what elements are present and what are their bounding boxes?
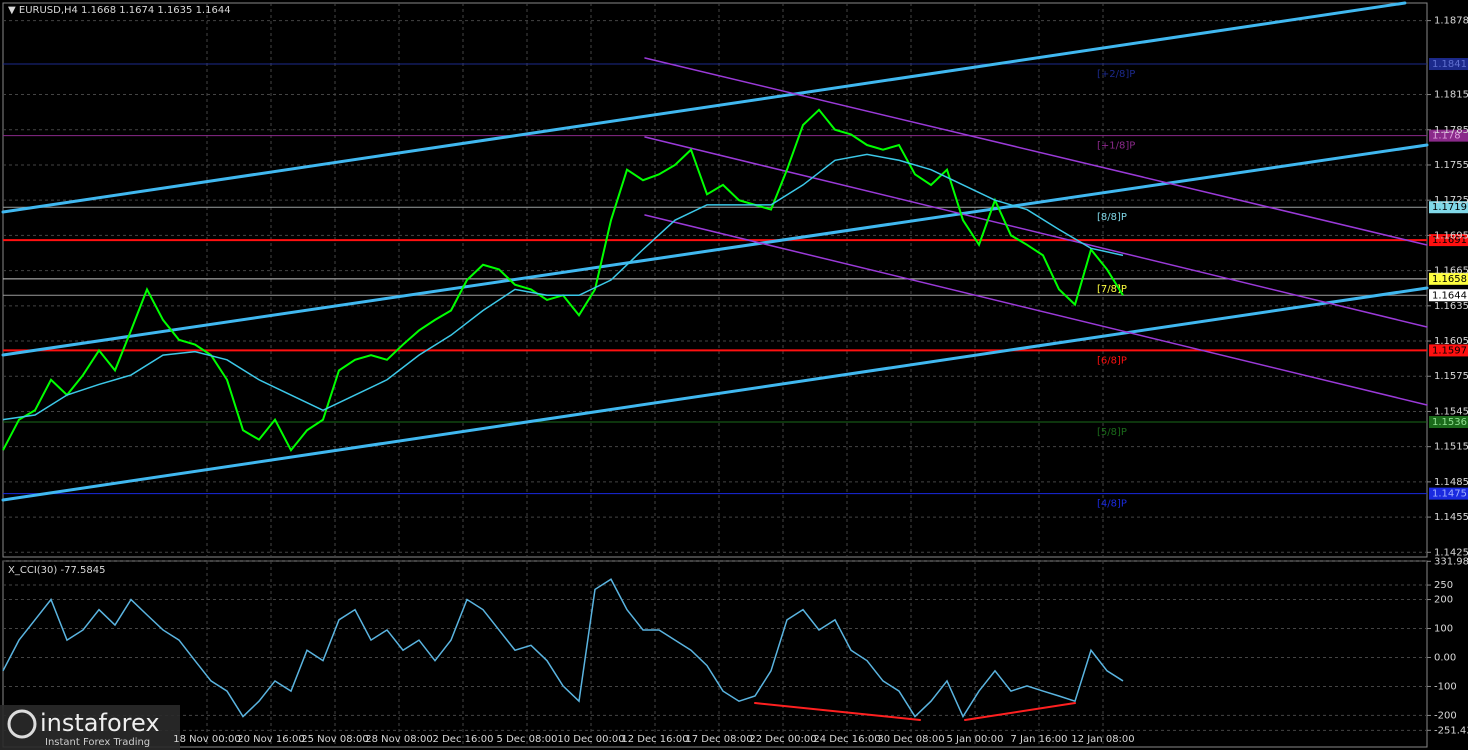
y-tick-label: -100 xyxy=(1434,681,1457,692)
y-tick-label: 1.1455 xyxy=(1434,512,1468,523)
y-tick-label: 1.1755 xyxy=(1434,160,1468,171)
grid xyxy=(3,3,1427,747)
price-box xyxy=(1429,201,1468,214)
channel-line xyxy=(1,1,1407,214)
cci-frame xyxy=(2,560,1428,748)
y-tick-label: 0.00 xyxy=(1434,652,1456,663)
chart-title: ▼ EURUSD,H4 1.1668 1.1674 1.1635 1.1644 xyxy=(8,5,231,16)
x-tick-label: 24 Dec 16:00 xyxy=(813,734,880,745)
down-channel-line xyxy=(644,214,1428,406)
level-label: [8/8]P xyxy=(1097,212,1127,223)
x-tick-label: 30 Dec 08:00 xyxy=(877,734,944,745)
price-box xyxy=(1429,234,1468,247)
y-tick-label: 1.1725 xyxy=(1434,195,1468,206)
y-tick-label: 1.1605 xyxy=(1434,336,1468,347)
y-tick-label: 1.1785 xyxy=(1434,125,1468,136)
y-tick-label: 1.1485 xyxy=(1434,477,1468,488)
price-box-label: 1.1841 xyxy=(1432,59,1467,70)
logo-icon xyxy=(7,709,37,739)
y-tick-label: -251.438 xyxy=(1434,725,1468,736)
x-tick-label: 12 Dec 16:00 xyxy=(621,734,688,745)
price-box-label: 1.1691 xyxy=(1432,235,1467,246)
price-box-label: 1.1475 xyxy=(1432,489,1467,500)
y-tick-label: 1.1575 xyxy=(1434,371,1468,382)
slogan: Instant Forex Trading xyxy=(45,737,150,748)
y-tick-label: 200 xyxy=(1434,595,1453,606)
y-tick-label: 1.1695 xyxy=(1434,230,1468,241)
x-tick-label: 18 Nov 00:00 xyxy=(173,734,240,745)
down-channel-line xyxy=(644,136,1428,328)
watermark: instaforex Instant Forex Trading xyxy=(0,705,180,750)
trend-lines xyxy=(1,1,1429,721)
price-box xyxy=(1429,272,1468,285)
channel-line xyxy=(1,143,1429,357)
level-label: [+2/8]P xyxy=(1097,69,1135,80)
level-label: [5/8]P xyxy=(1097,427,1127,438)
price-box-label: 1.178 xyxy=(1432,131,1461,142)
price-box xyxy=(1429,344,1468,357)
brand: instaforex xyxy=(40,709,160,737)
levels: [+2/8]P [+1/8]P [8/8]P [7/8]P [6/8]P [5/8]P [4… xyxy=(3,63,1427,510)
y-tick-label: 1.1425 xyxy=(1434,547,1468,558)
divergence-line xyxy=(964,702,1076,721)
level-label: [6/8]P xyxy=(1097,355,1127,366)
y-tick-label: 331.986 xyxy=(1434,556,1468,567)
x-tick-label: 25 Nov 08:00 xyxy=(301,734,368,745)
price-box-label: 1.1719 xyxy=(1432,202,1467,213)
y-tick-label: 250 xyxy=(1434,580,1453,591)
x-tick-label: 5 Dec 08:00 xyxy=(497,734,558,745)
price-box-label: 1.1658 xyxy=(1432,274,1467,285)
series-line xyxy=(2,153,1124,421)
down-channel-line xyxy=(644,57,1428,246)
y-tick-label: 1.1545 xyxy=(1434,406,1468,417)
main-frame xyxy=(2,2,1428,558)
x-tick-label: 12 Jan 08:00 xyxy=(1071,734,1134,745)
price-boxes: 1.1841 1.178 1.1719 1.1691 1.1658 1.1644 1.159… xyxy=(1429,58,1468,500)
price-box xyxy=(1429,289,1468,302)
price-box xyxy=(1429,129,1468,142)
series-line xyxy=(2,108,1124,453)
y-tick-label: 1.1515 xyxy=(1434,442,1468,453)
y-tick-label: 1.1635 xyxy=(1434,301,1468,312)
level-label: [+1/8]P xyxy=(1097,141,1135,152)
price-box xyxy=(1429,416,1468,429)
y-tick-label: 1.1878 xyxy=(1434,16,1468,27)
channel-line xyxy=(1,286,1429,502)
price-box xyxy=(1429,58,1468,71)
y-tick-label: 1.1815 xyxy=(1434,90,1468,101)
x-tick-label: 7 Jan 16:00 xyxy=(1011,734,1068,745)
series xyxy=(2,108,1124,719)
x-tick-label: 5 Jan 00:00 xyxy=(947,734,1004,745)
x-tick-label: 10 Dec 00:00 xyxy=(557,734,624,745)
x-tick-label: 20 Nov 16:00 xyxy=(237,734,304,745)
y-tick-label: 100 xyxy=(1434,624,1453,635)
y-tick-label: 1.1665 xyxy=(1434,266,1468,277)
price-box xyxy=(1429,487,1468,500)
cci-title: X_CCI(30) -77.5845 xyxy=(8,565,105,576)
x-tick-label: 17 Dec 08:00 xyxy=(685,734,752,745)
level-label: [7/8]P xyxy=(1097,284,1127,295)
x-tick-label: 22 Dec 00:00 xyxy=(749,734,816,745)
series-line xyxy=(2,578,1124,719)
level-label: [4/8]P xyxy=(1097,499,1127,510)
price-box-label: 1.1536 xyxy=(1432,417,1467,428)
y-tick-label: -200 xyxy=(1434,710,1457,721)
x-tick-label: 28 Nov 08:00 xyxy=(365,734,432,745)
price-box-label: 1.1597 xyxy=(1432,345,1467,356)
price-box-label: 1.1644 xyxy=(1432,290,1467,301)
x-tick-label: 2 Dec 16:00 xyxy=(433,734,494,745)
divergence-line xyxy=(754,702,921,721)
